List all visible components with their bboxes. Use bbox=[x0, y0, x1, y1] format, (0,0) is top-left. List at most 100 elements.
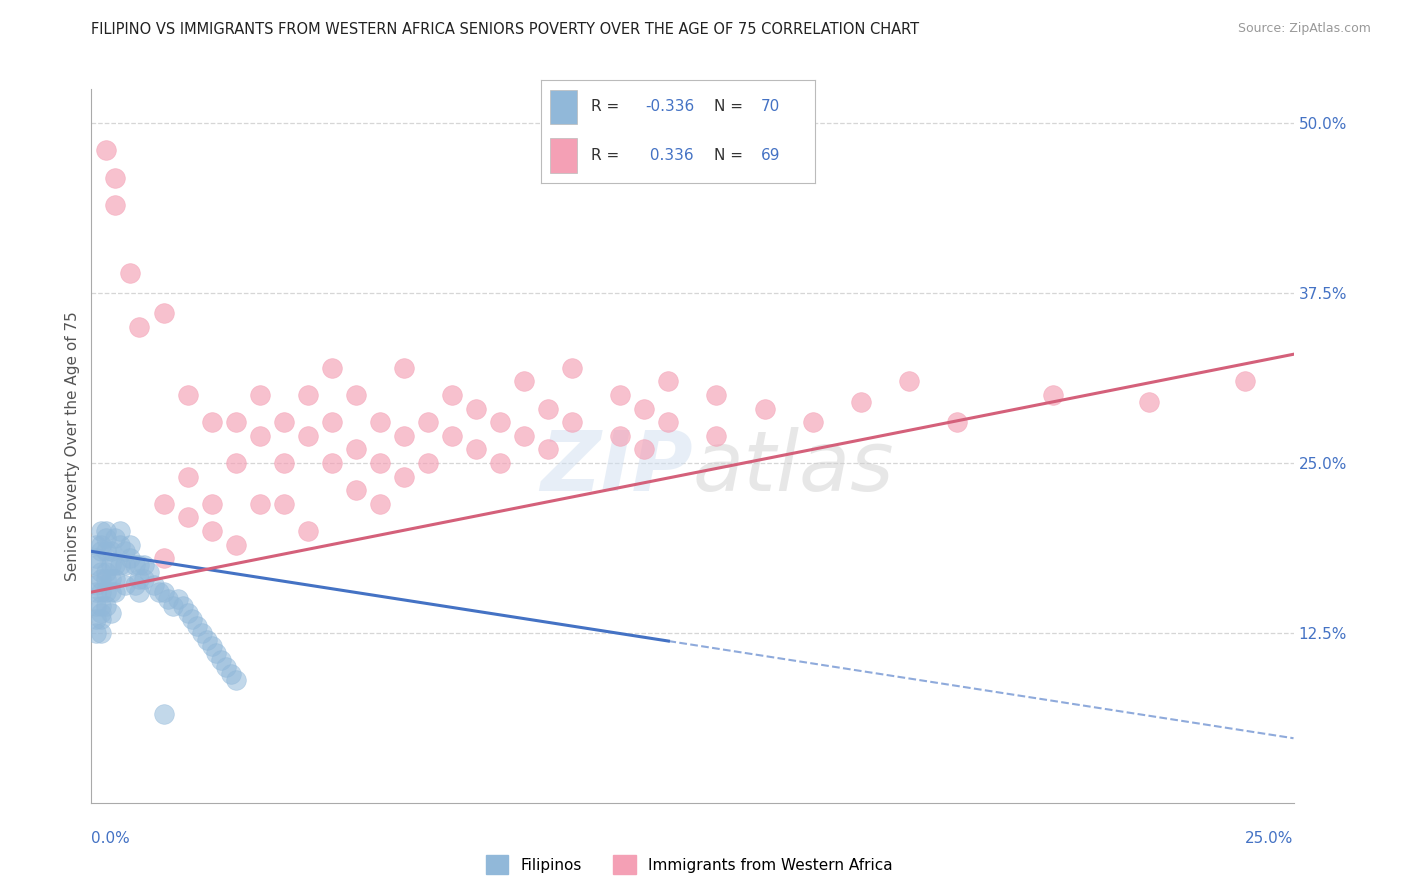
Point bbox=[368, 497, 391, 511]
Point bbox=[440, 388, 463, 402]
Point bbox=[84, 585, 107, 599]
Point bbox=[537, 442, 560, 457]
Point bbox=[297, 388, 319, 402]
Point bbox=[609, 388, 631, 402]
Point bbox=[84, 558, 107, 572]
Point bbox=[90, 524, 112, 538]
Text: FILIPINO VS IMMIGRANTS FROM WESTERN AFRICA SENIORS POVERTY OVER THE AGE OF 75 CO: FILIPINO VS IMMIGRANTS FROM WESTERN AFRI… bbox=[91, 22, 920, 37]
Point bbox=[249, 388, 271, 402]
Point bbox=[100, 572, 122, 586]
Point bbox=[225, 456, 247, 470]
Point bbox=[657, 415, 679, 429]
Point bbox=[124, 578, 146, 592]
Point bbox=[849, 394, 872, 409]
Legend: Filipinos, Immigrants from Western Africa: Filipinos, Immigrants from Western Afric… bbox=[479, 849, 898, 880]
Point bbox=[124, 558, 146, 572]
Point bbox=[489, 456, 512, 470]
Point bbox=[94, 531, 117, 545]
Point bbox=[657, 375, 679, 389]
Y-axis label: Seniors Poverty Over the Age of 75: Seniors Poverty Over the Age of 75 bbox=[65, 311, 80, 581]
Point bbox=[249, 497, 271, 511]
Point bbox=[465, 401, 488, 416]
Point bbox=[100, 585, 122, 599]
Point bbox=[84, 537, 107, 551]
Point bbox=[219, 666, 242, 681]
Point bbox=[172, 599, 194, 613]
Point bbox=[128, 572, 150, 586]
Bar bbox=[550, 137, 576, 173]
Point bbox=[754, 401, 776, 416]
Point bbox=[94, 565, 117, 579]
Text: N =: N = bbox=[714, 148, 742, 162]
Text: R =: R = bbox=[591, 148, 619, 162]
Point bbox=[90, 606, 112, 620]
Point bbox=[94, 585, 117, 599]
Point bbox=[128, 558, 150, 572]
Point bbox=[321, 415, 343, 429]
Point bbox=[273, 456, 295, 470]
Point bbox=[94, 524, 117, 538]
Point bbox=[114, 544, 136, 558]
Point bbox=[489, 415, 512, 429]
Point bbox=[176, 469, 198, 483]
Point bbox=[110, 524, 132, 538]
Point bbox=[801, 415, 824, 429]
Point bbox=[201, 497, 224, 511]
Point bbox=[148, 585, 170, 599]
Point bbox=[225, 537, 247, 551]
Point bbox=[201, 524, 224, 538]
Point bbox=[537, 401, 560, 416]
Text: 0.0%: 0.0% bbox=[91, 831, 131, 846]
Point bbox=[392, 429, 415, 443]
Point bbox=[157, 591, 180, 606]
Point bbox=[110, 558, 132, 572]
Point bbox=[561, 415, 583, 429]
Point bbox=[90, 626, 112, 640]
Point bbox=[440, 429, 463, 443]
Point bbox=[215, 660, 238, 674]
Point bbox=[946, 415, 969, 429]
Point bbox=[1042, 388, 1064, 402]
Point bbox=[100, 558, 122, 572]
Point bbox=[176, 606, 198, 620]
Point bbox=[392, 469, 415, 483]
Point bbox=[205, 646, 228, 660]
Point bbox=[162, 599, 184, 613]
Point bbox=[84, 612, 107, 626]
Point bbox=[114, 558, 136, 572]
Text: 25.0%: 25.0% bbox=[1246, 831, 1294, 846]
Point bbox=[152, 551, 174, 566]
Point bbox=[321, 360, 343, 375]
Point bbox=[186, 619, 208, 633]
Point bbox=[90, 565, 112, 579]
Point bbox=[90, 572, 112, 586]
Point bbox=[191, 626, 214, 640]
Point bbox=[225, 415, 247, 429]
Point bbox=[152, 306, 174, 320]
Point bbox=[104, 572, 127, 586]
Point bbox=[706, 429, 728, 443]
Point bbox=[94, 144, 117, 158]
Point bbox=[344, 442, 367, 457]
Point bbox=[152, 585, 174, 599]
Point bbox=[94, 599, 117, 613]
Point bbox=[201, 415, 224, 429]
Point bbox=[633, 442, 655, 457]
Point bbox=[100, 544, 122, 558]
Point bbox=[110, 537, 132, 551]
Point bbox=[104, 170, 127, 185]
Point bbox=[84, 551, 107, 566]
Point bbox=[90, 612, 112, 626]
Point bbox=[368, 456, 391, 470]
Point bbox=[209, 653, 232, 667]
Point bbox=[90, 544, 112, 558]
Point bbox=[167, 591, 190, 606]
Point bbox=[128, 585, 150, 599]
Point bbox=[118, 266, 141, 280]
Point bbox=[84, 599, 107, 613]
Point bbox=[152, 707, 174, 722]
Point bbox=[84, 626, 107, 640]
Point bbox=[104, 585, 127, 599]
Text: 70: 70 bbox=[761, 99, 780, 114]
Point bbox=[297, 429, 319, 443]
